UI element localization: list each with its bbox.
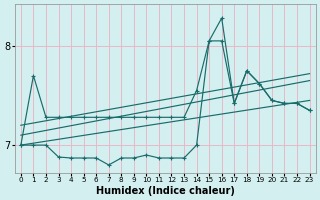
X-axis label: Humidex (Indice chaleur): Humidex (Indice chaleur) [96, 186, 235, 196]
